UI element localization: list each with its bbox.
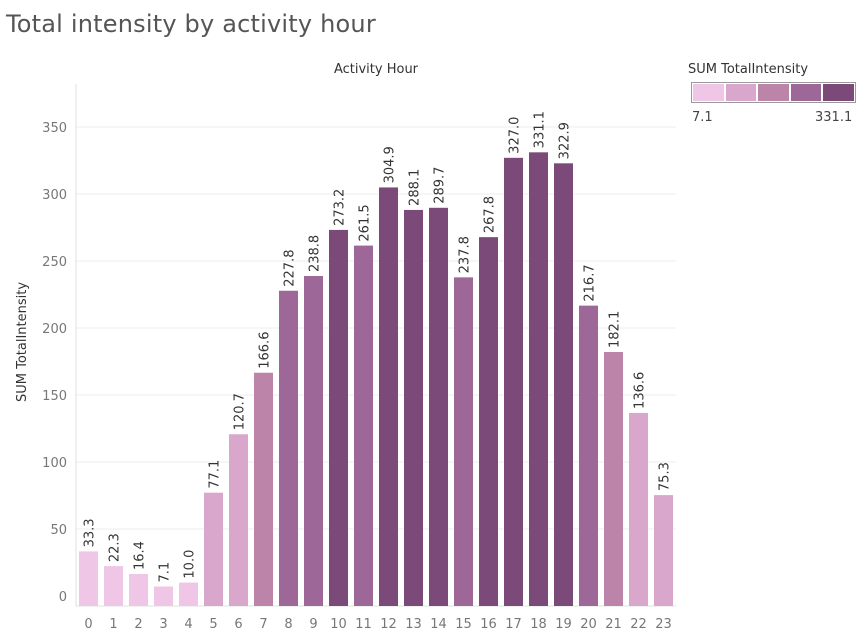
data-label: 166.6 <box>258 332 273 369</box>
data-label: 75.3 <box>658 462 673 491</box>
x-tick-label: 20 <box>580 617 597 632</box>
data-label: 288.1 <box>408 169 423 206</box>
bar <box>454 277 473 606</box>
bar <box>204 492 223 606</box>
y-tick-label: 100 <box>42 456 67 471</box>
data-label: 182.1 <box>608 311 623 348</box>
data-label: 267.8 <box>483 196 498 233</box>
data-label: 237.8 <box>458 236 473 273</box>
data-label: 16.4 <box>133 541 148 570</box>
x-tick-label: 21 <box>605 617 622 632</box>
bar <box>379 187 398 606</box>
x-tick-label: 7 <box>259 617 267 632</box>
x-tick-label: 10 <box>330 617 347 632</box>
legend-swatch <box>758 84 789 101</box>
bar <box>329 229 348 607</box>
data-label: 136.6 <box>633 372 648 409</box>
legend-min-label: 7.1 <box>692 110 713 125</box>
data-label: 289.7 <box>433 167 448 204</box>
color-legend[interactable] <box>691 82 856 103</box>
x-tick-label: 15 <box>455 617 472 632</box>
bar <box>154 586 173 606</box>
bar <box>279 290 298 606</box>
legend-title: SUM TotalIntensity <box>688 62 809 77</box>
data-label: 304.9 <box>383 146 398 183</box>
bar <box>104 566 123 606</box>
bar <box>179 582 198 606</box>
bar <box>429 207 448 606</box>
legend-swatch <box>790 84 822 101</box>
y-tick-label: 150 <box>42 389 67 404</box>
data-label: 77.1 <box>208 460 223 489</box>
bar <box>604 351 623 606</box>
bar <box>629 412 648 606</box>
x-tick-label: 9 <box>309 617 317 632</box>
bar <box>404 209 423 607</box>
x-tick-label: 14 <box>430 617 447 632</box>
data-label: 227.8 <box>283 250 298 287</box>
legend-swatch <box>693 84 724 101</box>
data-label: 22.3 <box>108 533 123 562</box>
data-label: 261.5 <box>358 204 373 241</box>
data-label: 10.0 <box>183 550 198 579</box>
legend-swatch <box>823 84 854 101</box>
y-tick-label: 200 <box>42 322 67 337</box>
x-tick-label: 5 <box>209 617 217 632</box>
bar <box>654 495 673 606</box>
data-label: 120.7 <box>233 393 248 430</box>
x-axis-title: Activity Hour <box>334 62 419 77</box>
data-label: 238.8 <box>308 235 323 272</box>
x-tick-label: 0 <box>84 617 92 632</box>
x-tick-label: 2 <box>134 617 142 632</box>
x-tick-label: 16 <box>480 617 497 632</box>
y-tick-label: 300 <box>42 188 67 203</box>
bar <box>304 276 323 606</box>
bar <box>354 245 373 606</box>
x-tick-label: 19 <box>555 617 572 632</box>
bar <box>529 152 548 607</box>
y-axis-title: SUM TotalIntensity <box>15 282 30 402</box>
bar <box>254 372 273 606</box>
data-label: 331.1 <box>533 111 548 148</box>
data-label: 322.9 <box>558 122 573 159</box>
legend-max-label: 331.1 <box>815 110 853 125</box>
x-tick-label: 6 <box>234 617 242 632</box>
x-tick-label: 13 <box>405 617 422 632</box>
x-tick-label: 18 <box>530 617 547 632</box>
y-tick-label: 250 <box>42 255 67 270</box>
bar <box>129 574 148 606</box>
data-label: 216.7 <box>583 264 598 301</box>
y-tick-label: 350 <box>42 121 67 136</box>
x-tick-label: 17 <box>505 617 522 632</box>
x-tick-label: 4 <box>184 617 192 632</box>
y-tick-label: 50 <box>50 523 67 538</box>
x-tick-label: 11 <box>355 617 372 632</box>
x-tick-label: 12 <box>380 617 397 632</box>
data-label: 273.2 <box>333 189 348 226</box>
y-tick-label: 0 <box>59 590 67 605</box>
bar <box>504 157 523 606</box>
legend-swatch <box>725 84 757 101</box>
x-tick-label: 23 <box>655 617 672 632</box>
bar <box>479 237 498 606</box>
chart-title: Total intensity by activity hour <box>6 10 376 38</box>
bar <box>579 305 598 606</box>
data-label: 7.1 <box>158 562 173 583</box>
bar <box>554 163 573 606</box>
bar <box>79 551 98 606</box>
data-label: 327.0 <box>508 117 523 154</box>
data-label: 33.3 <box>83 518 98 547</box>
x-tick-label: 22 <box>630 617 647 632</box>
x-tick-label: 8 <box>284 617 292 632</box>
bar <box>229 434 248 606</box>
x-tick-label: 3 <box>159 617 167 632</box>
x-tick-label: 1 <box>109 617 117 632</box>
